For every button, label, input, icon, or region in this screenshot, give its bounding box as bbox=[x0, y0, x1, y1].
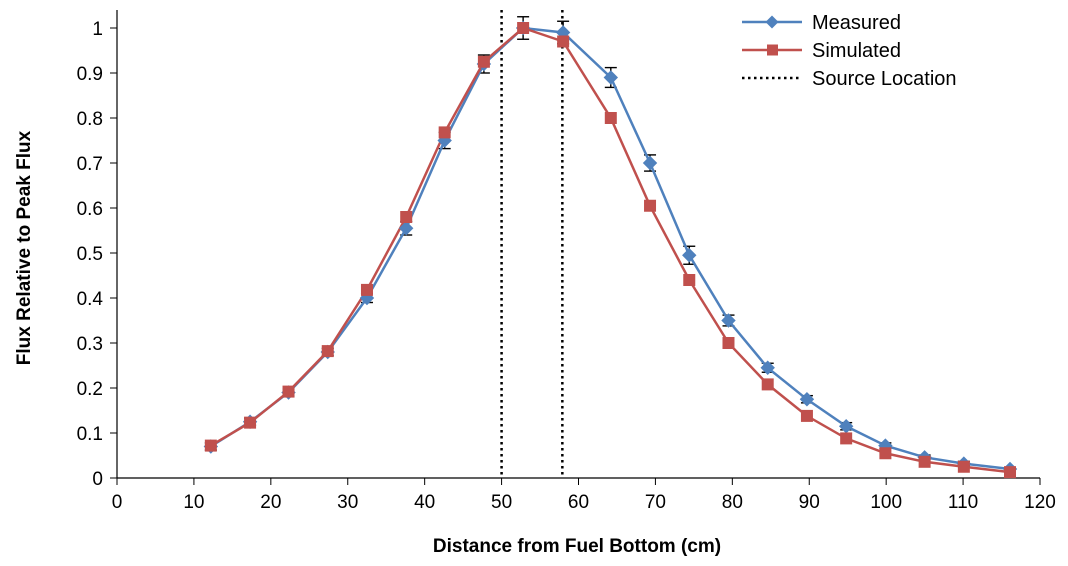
axes-layer: 0 10 20 30 40 50 60 70 80 90 100 110 120 0 0.1 0.2 0.3 0.… bbox=[77, 10, 1056, 513]
x-tick-label: 10 bbox=[183, 492, 204, 513]
simulated-point bbox=[477, 55, 490, 68]
simulated-point bbox=[282, 385, 295, 398]
y-tick-label: 0.5 bbox=[77, 244, 103, 265]
x-tick-label: 20 bbox=[260, 492, 281, 513]
x-tick-label: 90 bbox=[799, 492, 820, 513]
x-tick-label: 50 bbox=[491, 492, 512, 513]
y-tick-label: 0.6 bbox=[77, 199, 103, 220]
simulated-point bbox=[683, 274, 696, 286]
measured-point bbox=[642, 155, 658, 171]
x-tick-label: 100 bbox=[870, 492, 902, 513]
measured-point bbox=[603, 70, 619, 85]
measured-point bbox=[799, 392, 815, 407]
simulated-point bbox=[244, 416, 257, 429]
x-tick-label: 70 bbox=[645, 492, 666, 513]
x-axis-title: Distance from Fuel Bottom (cm) bbox=[433, 536, 721, 557]
y-tick-label: 0 bbox=[92, 469, 103, 490]
simulated-point bbox=[918, 455, 931, 468]
y-tick-label: 0.1 bbox=[77, 424, 103, 445]
simulated-point bbox=[438, 126, 451, 139]
y-tick-label: 1 bbox=[92, 19, 103, 40]
simulated-point bbox=[321, 345, 334, 358]
simulated-point bbox=[517, 22, 530, 34]
simulated-point bbox=[957, 460, 970, 473]
simulated-point bbox=[879, 447, 892, 460]
simulated-point bbox=[604, 112, 617, 124]
y-tick-label: 0.8 bbox=[77, 109, 103, 130]
x-tick-label: 40 bbox=[414, 492, 435, 513]
source-location-lines bbox=[500, 10, 564, 478]
simulated-point bbox=[840, 432, 853, 445]
x-tick-label: 0 bbox=[112, 492, 123, 513]
legend-measured-label: Measured bbox=[812, 12, 901, 34]
y-tick-label: 0.7 bbox=[77, 154, 103, 175]
measured-point bbox=[721, 313, 736, 328]
simulated-point bbox=[722, 337, 735, 349]
x-tick-label: 110 bbox=[948, 492, 978, 513]
simulated-point bbox=[204, 439, 217, 452]
y-tick-label: 0.2 bbox=[77, 379, 103, 400]
y-axis-title: Flux Relative to Peak Flux bbox=[14, 130, 35, 365]
y-tick-label: 0.9 bbox=[77, 64, 103, 85]
measured-line bbox=[210, 26, 1011, 471]
simulated-point bbox=[644, 199, 657, 212]
y-tick-label: 0.4 bbox=[77, 289, 104, 310]
simulated-point bbox=[1004, 466, 1017, 479]
y-tick-label: 0.3 bbox=[77, 334, 103, 355]
measured-point bbox=[682, 248, 697, 263]
simulated-line bbox=[210, 26, 1011, 474]
simulated-point bbox=[557, 35, 570, 48]
legend-source-label: Source Location bbox=[812, 68, 957, 90]
x-tick-label: 30 bbox=[337, 492, 358, 513]
x-tick-label: 80 bbox=[722, 492, 743, 513]
simulated-point bbox=[400, 211, 413, 223]
measured-point bbox=[760, 360, 775, 375]
series-layer bbox=[203, 16, 1018, 479]
simulated-point bbox=[360, 283, 373, 296]
x-tick-label: 120 bbox=[1024, 492, 1056, 513]
legend-measured-marker bbox=[765, 15, 779, 29]
measured-point bbox=[398, 221, 414, 236]
simulated-point bbox=[800, 409, 813, 422]
legend-simulated-label: Simulated bbox=[812, 40, 901, 62]
simulated-point bbox=[761, 378, 774, 391]
legend-simulated-marker bbox=[767, 44, 778, 56]
legend: Measured Simulated Source Location bbox=[742, 12, 957, 90]
x-tick-label: 60 bbox=[568, 492, 589, 513]
